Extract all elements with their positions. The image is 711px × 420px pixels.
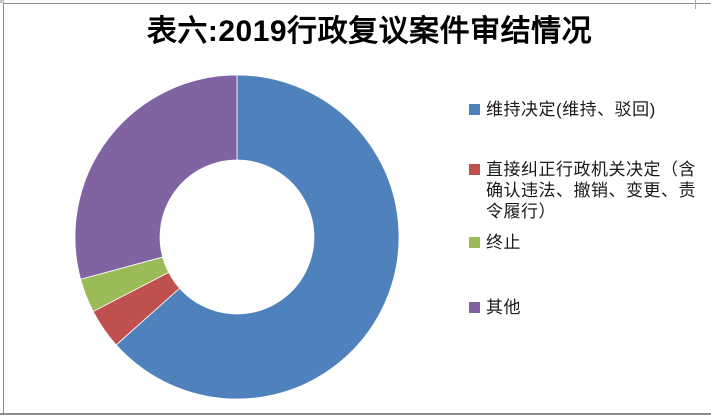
legend-item-label: 其他 [486,298,521,317]
chart-border-top [3,3,711,5]
legend-swatch-icon [469,237,480,248]
legend-item-0[interactable]: 维持决定(维持、驳回) [469,99,700,120]
chart-border-left [3,3,5,414]
chart-title: 表六:2019行政复议案件审结情况 [146,15,593,48]
grid-corner-stub [0,0,4,3]
pie-slice-3[interactable] [74,74,238,280]
gridline-stub-right [695,0,697,9]
legend-swatch-icon [469,164,480,175]
legend-swatch-icon [469,104,480,115]
legend-item-label: 维持决定(维持、驳回) [486,100,656,119]
legend-item-label: 直接纠正行政机关决定（含确认违法、撤销、变更、责令履行） [486,160,696,221]
legend-swatch-icon [469,302,480,313]
legend-item-3[interactable]: 其他 [469,297,700,318]
chart-border-bottom [0,413,711,415]
legend-item-label: 终止 [486,233,521,252]
pie-slice-0[interactable] [115,74,400,400]
legend-item-1[interactable]: 直接纠正行政机关决定（含确认违法、撤销、变更、责令履行） [469,159,700,222]
legend-item-2[interactable]: 终止 [469,232,700,253]
